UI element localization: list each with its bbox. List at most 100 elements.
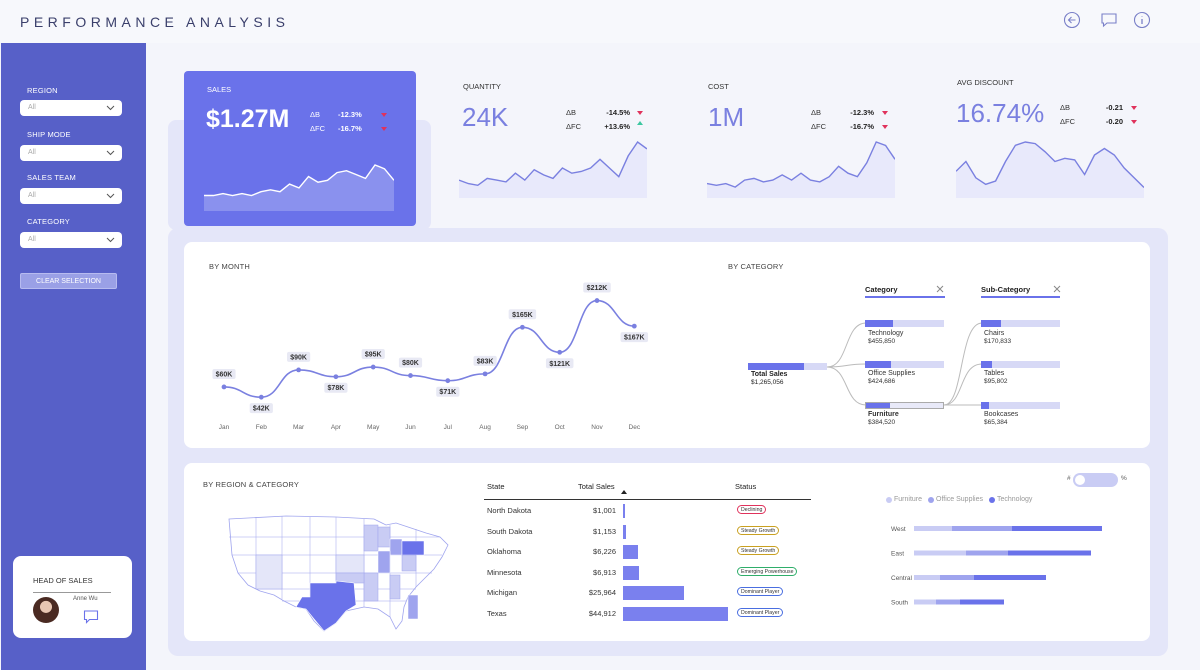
data-point[interactable] bbox=[258, 394, 264, 400]
legend-dot bbox=[886, 496, 892, 503]
sales-bar[interactable] bbox=[623, 524, 626, 539]
data-point[interactable] bbox=[631, 323, 637, 329]
region-dropdown[interactable]: All bbox=[20, 100, 122, 116]
data-point[interactable] bbox=[221, 384, 227, 390]
info-icon[interactable] bbox=[1133, 11, 1151, 29]
cost-kpi-value: 1M bbox=[708, 102, 745, 132]
region-bar-segment[interactable] bbox=[974, 575, 1046, 580]
comment-icon[interactable] bbox=[1100, 11, 1118, 29]
count-percent-toggle[interactable] bbox=[1073, 473, 1118, 487]
back-icon[interactable] bbox=[1063, 11, 1081, 29]
sales-bar[interactable] bbox=[623, 586, 684, 600]
sales-bar[interactable] bbox=[623, 606, 728, 621]
data-label: $78K bbox=[328, 385, 345, 392]
legend-item-technology[interactable]: Technology bbox=[988, 496, 1032, 503]
close-icon[interactable] bbox=[1053, 285, 1061, 293]
sparkline-area bbox=[707, 142, 895, 198]
legend-label: Furniture bbox=[894, 496, 923, 503]
data-point[interactable] bbox=[370, 364, 376, 370]
region-bar-segment[interactable] bbox=[1008, 550, 1091, 556]
quantity-delta-b-label: ΔB bbox=[566, 108, 577, 117]
table-row[interactable]: Oklahoma $6,226 Steady Growth bbox=[484, 545, 811, 563]
chairs-bar[interactable] bbox=[981, 320, 1060, 327]
furniture-bar[interactable] bbox=[865, 402, 944, 409]
data-label-bg bbox=[212, 368, 236, 379]
region-label: Central bbox=[891, 575, 913, 582]
data-point[interactable] bbox=[557, 349, 563, 355]
region-bar-segment[interactable] bbox=[936, 599, 960, 605]
data-label-bg bbox=[620, 332, 649, 343]
down-arrow-icon bbox=[882, 125, 888, 129]
data-label: $165K bbox=[512, 312, 533, 319]
table-row[interactable]: North Dakota $1,001 Declining bbox=[484, 504, 811, 522]
region-bar-segment[interactable] bbox=[914, 526, 952, 531]
data-label: $83K bbox=[477, 358, 494, 365]
data-label: $95K bbox=[365, 352, 382, 359]
region-bar-segment[interactable] bbox=[940, 575, 974, 580]
sales-trend-line bbox=[223, 299, 635, 398]
region-label: East bbox=[891, 551, 904, 558]
region-bar-segment[interactable] bbox=[914, 575, 940, 580]
region-chart-legend: Furniture Office Supplies Technology bbox=[886, 496, 1032, 503]
region-bar-segment[interactable] bbox=[914, 550, 966, 556]
table-row[interactable]: Michigan $25,964 Dominant Player bbox=[484, 586, 811, 604]
legend-item-furniture[interactable]: Furniture bbox=[886, 496, 922, 503]
monthly-sales-line-chart[interactable]: $60K Jan $42K Feb $90K Mar $78K Apr $95K May $80K J… bbox=[204, 276, 654, 436]
data-label-bg bbox=[545, 358, 574, 369]
discount-delta-fc-value: -0.20 bbox=[1105, 117, 1123, 126]
technology-label: Technology bbox=[868, 330, 904, 337]
region-bar-segment[interactable] bbox=[966, 550, 1008, 556]
category-dropdown[interactable]: All bbox=[20, 232, 122, 248]
chairs-value: $170,833 bbox=[984, 338, 1012, 345]
total-sales-label: Total Sales bbox=[751, 371, 788, 378]
data-label-bg bbox=[583, 282, 611, 293]
sales-bar[interactable] bbox=[623, 504, 626, 518]
region-stacked-bar-chart[interactable]: West East Central South bbox=[884, 518, 1124, 618]
state-cell: Michigan bbox=[487, 588, 518, 597]
region-bar-segment[interactable] bbox=[914, 599, 936, 605]
data-point[interactable] bbox=[408, 373, 413, 378]
chevron-down-icon bbox=[106, 237, 115, 243]
x-axis-tick-label: Mar bbox=[293, 424, 305, 431]
chat-icon[interactable] bbox=[83, 609, 99, 625]
sparkline-area bbox=[956, 142, 1144, 198]
region-bar-segment[interactable] bbox=[1012, 526, 1102, 531]
table-row[interactable]: Texas $44,912 Dominant Player bbox=[484, 606, 811, 625]
x-axis-tick-label: Dec bbox=[629, 424, 641, 431]
sales-delta-fc-value: -16.7% bbox=[338, 124, 362, 133]
close-icon[interactable] bbox=[936, 285, 944, 293]
data-point[interactable] bbox=[445, 378, 451, 384]
state-column-header[interactable]: State bbox=[487, 482, 505, 491]
status-column-header[interactable]: Status bbox=[735, 482, 757, 491]
region-bar-segment[interactable] bbox=[960, 599, 1004, 605]
tables-bar[interactable] bbox=[981, 361, 1060, 368]
region-bar-segment[interactable] bbox=[952, 526, 1012, 531]
decomposition-connectors bbox=[826, 322, 983, 406]
sales-bar[interactable] bbox=[623, 545, 638, 559]
data-point[interactable] bbox=[594, 298, 600, 303]
sales-bar[interactable] bbox=[623, 565, 640, 580]
ship-mode-dropdown[interactable]: All bbox=[20, 145, 122, 161]
subcategory-column-header: Sub-Category bbox=[981, 285, 1031, 294]
clear-selection-button[interactable]: CLEAR SELECTION bbox=[20, 273, 117, 289]
sort-ascending-icon[interactable] bbox=[621, 490, 627, 494]
total-sales-column-header[interactable]: Total Sales bbox=[578, 482, 615, 491]
data-point[interactable] bbox=[333, 374, 339, 380]
table-row[interactable]: Minnesota $6,913 Emerging Powerhouse bbox=[484, 565, 811, 584]
technology-bar[interactable] bbox=[865, 320, 944, 327]
sparkline-area bbox=[459, 142, 647, 198]
sales-sparkline bbox=[204, 164, 394, 211]
data-point[interactable] bbox=[482, 371, 488, 377]
total-sales-bar[interactable] bbox=[748, 363, 827, 370]
legend-item-office-supplies[interactable]: Office Supplies bbox=[928, 496, 983, 503]
table-row[interactable]: South Dakota $1,153 Steady Growth bbox=[484, 524, 811, 543]
office-supplies-bar[interactable] bbox=[865, 361, 944, 368]
sales-team-dropdown[interactable]: All bbox=[20, 188, 122, 204]
data-label-bg bbox=[508, 309, 537, 320]
bookcases-bar[interactable] bbox=[981, 402, 1060, 409]
sales-kpi-card[interactable]: SALES $1.27M ΔB -12.3% ΔFC -16.7% bbox=[184, 71, 416, 226]
data-point[interactable] bbox=[520, 324, 525, 330]
discount-delta-b-value: -0.21 bbox=[1105, 103, 1123, 112]
us-states-map[interactable] bbox=[226, 511, 451, 635]
data-point[interactable] bbox=[296, 367, 301, 373]
